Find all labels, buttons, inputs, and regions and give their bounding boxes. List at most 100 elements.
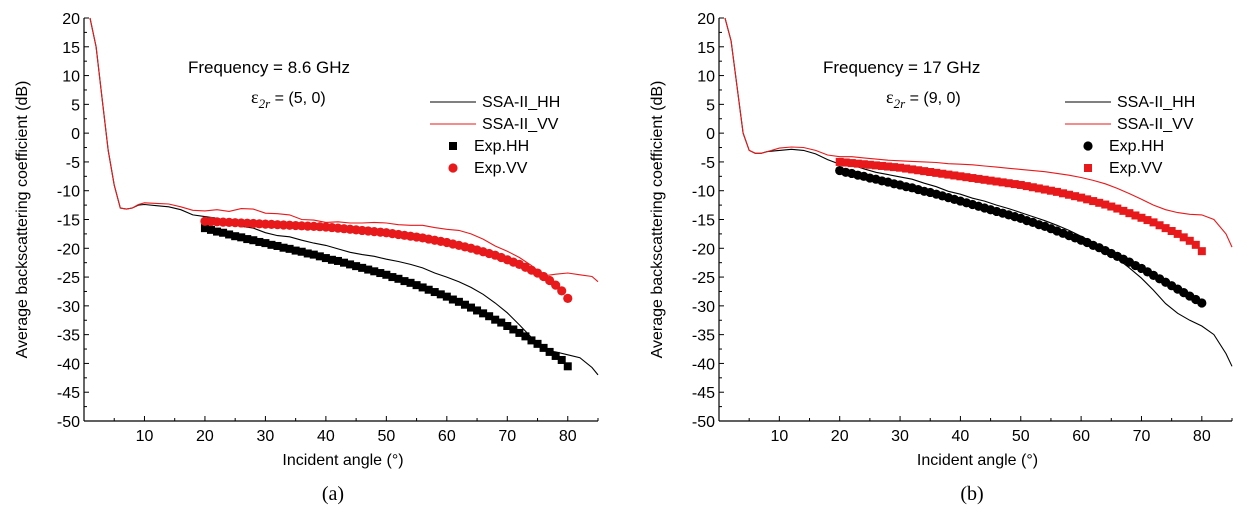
data-point-exp-vv xyxy=(1071,192,1080,201)
data-point-exp-hh xyxy=(509,325,518,334)
series-line-ssa-ii-vv xyxy=(89,17,599,283)
y-tick-label: -25 xyxy=(57,270,80,287)
x-tick-label: 50 xyxy=(377,428,395,445)
data-point-exp-vv xyxy=(557,286,567,296)
data-point-exp-hh xyxy=(279,243,288,252)
data-point-exp-vv xyxy=(962,173,971,182)
data-point-exp-vv xyxy=(950,171,959,180)
x-tick-label: 50 xyxy=(1012,428,1030,445)
x-tick-label: 20 xyxy=(196,428,214,445)
data-point-exp-hh xyxy=(315,252,324,261)
data-point-exp-vv xyxy=(1004,179,1013,188)
data-point-exp-vv xyxy=(968,174,977,183)
data-point-exp-hh xyxy=(406,278,415,287)
data-point-exp-vv xyxy=(1101,200,1110,209)
data-point-exp-vv xyxy=(1010,180,1019,189)
data-point-exp-vv xyxy=(1131,211,1140,220)
data-point-exp-vv xyxy=(926,168,935,177)
data-point-exp-hh xyxy=(539,343,548,352)
permittivity-annotation: ε2r = (9, 0) xyxy=(886,87,961,111)
data-point-exp-vv xyxy=(1083,195,1092,204)
data-point-exp-vv xyxy=(932,168,941,177)
data-point-exp-hh xyxy=(382,270,391,279)
data-point-exp-vv xyxy=(920,167,929,176)
y-tick-label: 5 xyxy=(706,97,715,114)
data-point-exp-hh xyxy=(442,292,451,301)
x-tick-label: 40 xyxy=(317,428,335,445)
data-point-exp-hh xyxy=(551,351,560,360)
data-point-exp-hh xyxy=(521,332,530,341)
data-point-exp-vv xyxy=(883,162,892,171)
data-point-exp-hh xyxy=(533,339,542,348)
data-point-exp-vv xyxy=(1077,193,1086,202)
data-point-exp-hh xyxy=(291,246,300,255)
data-point-exp-vv xyxy=(1095,198,1104,207)
data-point-exp-vv xyxy=(914,166,923,175)
legend-label-exp-vv: Exp.VV xyxy=(474,160,528,177)
y-tick-label: -20 xyxy=(57,241,80,258)
data-point-exp-hh xyxy=(467,303,476,312)
data-point-exp-hh xyxy=(430,288,439,297)
data-point-exp-hh xyxy=(364,265,373,274)
data-point-exp-vv xyxy=(1149,218,1158,227)
data-point-exp-hh xyxy=(1197,298,1207,308)
panel-label: (b) xyxy=(960,483,983,505)
data-point-exp-vv xyxy=(1113,204,1122,213)
legend-label-exp-vv: Exp.VV xyxy=(1109,160,1163,177)
data-point-exp-hh xyxy=(255,237,264,246)
data-point-exp-hh xyxy=(243,235,252,244)
data-point-exp-hh xyxy=(249,236,258,245)
data-point-exp-hh xyxy=(225,230,234,239)
data-point-exp-hh xyxy=(352,262,361,271)
data-point-exp-vv xyxy=(1107,202,1116,211)
plot-area xyxy=(724,17,1233,367)
data-point-exp-vv xyxy=(896,163,905,172)
y-tick-label: 15 xyxy=(62,40,80,57)
data-point-exp-hh xyxy=(370,267,379,276)
y-tick-label: 5 xyxy=(71,97,80,114)
data-point-exp-vv xyxy=(1022,182,1031,191)
data-point-exp-hh xyxy=(485,312,494,321)
x-tick-label: 20 xyxy=(831,428,849,445)
y-tick-label: -40 xyxy=(57,356,80,373)
data-point-exp-hh xyxy=(563,362,572,371)
data-point-exp-vv xyxy=(1125,209,1134,218)
permittivity-value: = (9, 0) xyxy=(905,90,961,107)
y-tick-label: -35 xyxy=(57,328,80,345)
data-point-exp-hh xyxy=(340,258,349,267)
data-point-exp-vv xyxy=(890,163,899,172)
y-axis-label: Average backscattering coefficient (dB) xyxy=(14,81,31,359)
data-point-exp-vv xyxy=(944,170,953,179)
data-point-exp-vv xyxy=(551,280,561,290)
data-point-exp-hh xyxy=(237,233,246,242)
data-point-exp-hh xyxy=(273,241,282,250)
y-tick-label: -50 xyxy=(57,414,80,431)
x-tick-label: 60 xyxy=(438,428,456,445)
data-point-exp-vv xyxy=(1155,221,1164,230)
data-point-exp-hh xyxy=(448,295,457,304)
data-point-exp-hh xyxy=(333,256,342,265)
y-tick-label: -45 xyxy=(692,385,715,402)
data-point-exp-hh xyxy=(358,263,367,272)
y-tick-label: 20 xyxy=(697,11,715,28)
data-point-exp-vv xyxy=(1137,213,1146,222)
data-point-exp-hh xyxy=(515,328,524,337)
y-tick-label: -35 xyxy=(692,328,715,345)
data-point-exp-hh xyxy=(503,322,512,331)
data-point-exp-hh xyxy=(267,240,276,249)
data-point-exp-vv xyxy=(1016,180,1025,189)
data-point-exp-vv xyxy=(974,174,983,183)
y-axis-label: Average backscattering coefficient (dB) xyxy=(649,81,666,359)
y-tick-label: 15 xyxy=(697,40,715,57)
data-point-exp-hh xyxy=(400,277,409,286)
x-tick-label: 70 xyxy=(1133,428,1151,445)
legend-marker-exp-vv xyxy=(448,163,458,173)
epsilon-symbol: ε xyxy=(251,87,259,107)
data-point-exp-vv xyxy=(1179,233,1188,242)
data-point-exp-vv xyxy=(563,293,573,303)
x-axis-label: Incident angle (°) xyxy=(282,452,403,469)
data-point-exp-vv xyxy=(1089,197,1098,206)
data-point-exp-vv xyxy=(1173,229,1182,238)
data-point-exp-vv xyxy=(871,161,880,170)
